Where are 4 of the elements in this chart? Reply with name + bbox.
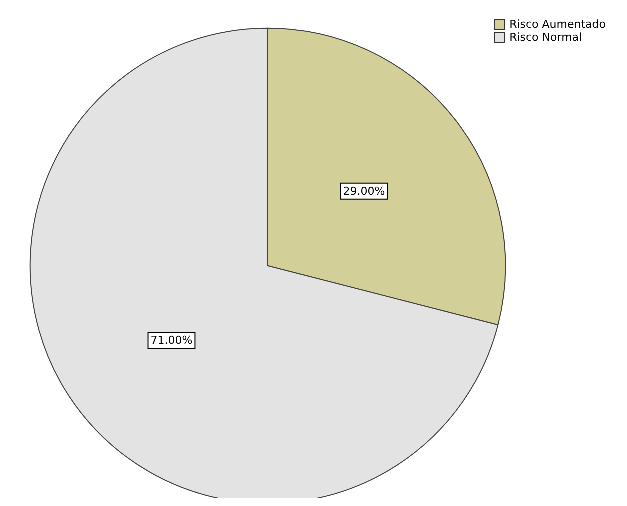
- data-label: 71.00%: [150, 334, 193, 348]
- data-label: 29.00%: [343, 184, 386, 198]
- legend-label: Risco Normal: [510, 31, 582, 44]
- legend-label: Risco Aumentado: [510, 18, 606, 31]
